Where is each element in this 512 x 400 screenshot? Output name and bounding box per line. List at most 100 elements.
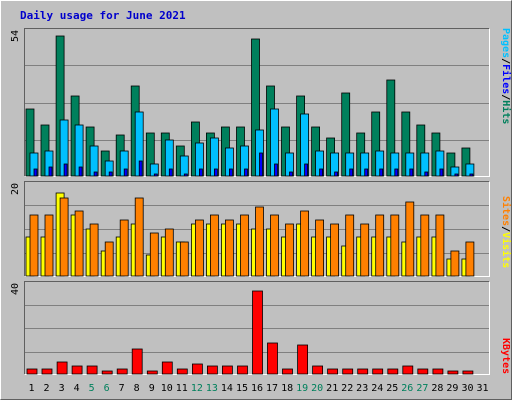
x-tick-label-day-22: 22 <box>341 383 353 394</box>
sites-bar-day-26 <box>405 201 415 277</box>
sites-bar-day-29 <box>450 250 460 277</box>
x-tick-label-day-30: 30 <box>461 383 473 394</box>
x-tick-label-day-16: 16 <box>251 383 263 394</box>
pages-bar-day-9 <box>153 173 158 177</box>
top-plot-border-dark <box>24 28 490 177</box>
x-tick-label-day-19: 19 <box>296 383 308 394</box>
kbytes-bar-day-13 <box>206 365 218 375</box>
pages-bar-day-28 <box>439 168 444 177</box>
kbytes-bar-day-21 <box>327 368 339 375</box>
sites-bar-day-6 <box>104 241 114 277</box>
legend-visits: Visits <box>500 232 512 268</box>
kbytes-bar-day-5 <box>86 365 98 375</box>
x-tick-label-day-27: 27 <box>416 383 428 394</box>
pages-bar-day-13 <box>213 168 218 177</box>
kbytes-bar-day-17 <box>267 342 278 375</box>
pages-bar-day-6 <box>108 171 113 177</box>
x-tick-label-day-8: 8 <box>134 383 140 394</box>
kbytes-bar-day-8 <box>131 348 143 375</box>
legend-kbytes: KBytes <box>500 338 511 374</box>
x-tick-label-day-9: 9 <box>149 383 155 394</box>
middle-panel-legend: Sites/Visits <box>500 196 512 268</box>
legend-sep-1: / <box>500 58 511 64</box>
x-tick-label-day-17: 17 <box>266 383 278 394</box>
sites-bar-day-18 <box>285 223 294 277</box>
pages-bar-day-29 <box>454 173 459 177</box>
pages-bar-day-3 <box>63 163 68 177</box>
x-tick-label-day-28: 28 <box>431 383 443 394</box>
kbytes-bar-day-4 <box>71 365 83 375</box>
kbytes-bar-day-20 <box>312 365 324 375</box>
legend-sites: Sites <box>500 196 512 226</box>
x-tick-label-day-6: 6 <box>104 383 110 394</box>
bottom-plot-border-dark <box>24 281 490 375</box>
x-tick-label-day-4: 4 <box>74 383 80 394</box>
pages-bar-day-24 <box>379 168 384 177</box>
kbytes-bar-day-7 <box>116 368 128 375</box>
pages-bar-day-23 <box>364 168 369 177</box>
kbytes-bar-day-18 <box>282 368 293 375</box>
pages-bar-day-12 <box>198 168 203 177</box>
kbytes-bar-day-27 <box>417 368 429 375</box>
sites-bar-day-10 <box>164 228 174 277</box>
kbytes-bar-day-10 <box>161 361 173 375</box>
x-tick-label-day-31: 31 <box>476 383 488 394</box>
x-tick-label-day-23: 23 <box>356 383 368 394</box>
x-tick-label-day-13: 13 <box>206 383 218 394</box>
x-tick-label-day-10: 10 <box>161 383 173 394</box>
x-tick-label-day-21: 21 <box>326 383 338 394</box>
sites-bar-day-1 <box>29 214 39 277</box>
pages-bar-day-5 <box>93 171 98 177</box>
kbytes-bar-day-9 <box>146 370 158 375</box>
top-plot-border-light <box>24 28 490 177</box>
kbytes-bar-day-26 <box>402 365 414 375</box>
pages-bar-day-16 <box>259 152 263 177</box>
pages-bar-day-27 <box>424 171 429 177</box>
bottom-ytick-label: 40 <box>10 283 21 295</box>
pages-bar-day-10 <box>168 168 173 177</box>
sites-bar-day-30 <box>465 241 475 277</box>
kbytes-bar-day-11 <box>176 368 188 375</box>
x-tick-label-day-7: 7 <box>119 383 125 394</box>
pages-bar-day-15 <box>244 168 248 177</box>
legend-files: Files <box>500 64 512 94</box>
pages-bar-day-26 <box>409 168 414 177</box>
sites-bar-day-11 <box>179 241 189 277</box>
x-tick-label-day-14: 14 <box>221 383 233 394</box>
x-tick-label-day-24: 24 <box>371 383 383 394</box>
pages-bar-day-20 <box>319 168 324 177</box>
sites-bar-day-14 <box>224 219 234 277</box>
x-tick-label-day-26: 26 <box>401 383 413 394</box>
pages-bar-day-30 <box>469 173 474 177</box>
pages-bar-day-19 <box>304 163 309 177</box>
kbytes-bar-day-14 <box>221 365 233 375</box>
x-tick-label-day-11: 11 <box>176 383 188 394</box>
svg-text:Pages/Files/Hits: Pages/Files/Hits <box>500 28 512 124</box>
pages-bar-day-1 <box>33 168 38 177</box>
sites-bar-day-20 <box>315 219 325 277</box>
sites-bar-day-9 <box>149 232 159 277</box>
kbytes-bar-day-23 <box>357 368 369 375</box>
legend-sep-3: / <box>500 226 511 232</box>
pages-bar-day-25 <box>394 168 399 177</box>
x-tick-label-day-5: 5 <box>89 383 95 394</box>
legend-hits: Hits <box>500 100 512 124</box>
kbytes-bar-day-3 <box>56 361 68 375</box>
sites-bar-day-27 <box>420 214 430 277</box>
x-tick-label-day-3: 3 <box>59 383 65 394</box>
legend-sep-2: / <box>500 94 511 100</box>
x-tick-label-day-29: 29 <box>446 383 458 394</box>
chart-title: Daily usage for June 2021 <box>20 9 186 22</box>
pages-bar-day-18 <box>289 171 293 177</box>
pages-bar-day-22 <box>349 168 354 177</box>
sites-bar-day-25 <box>390 214 400 277</box>
sites-bar-day-15 <box>240 214 249 277</box>
sites-bar-day-21 <box>330 223 340 277</box>
kbytes-bar-day-19 <box>297 344 309 375</box>
x-tick-label-day-12: 12 <box>191 383 203 394</box>
pages-bar-day-11 <box>183 173 188 177</box>
middle-plot-border-dark <box>24 181 490 277</box>
x-axis-tick-labels: 1 2 3 4 5 6 7 8 9 10 11 12 13 14 15 16 17 18 19 20 21 22 23 24 2… <box>28 383 488 394</box>
middle-panel: 20 <box>10 181 490 277</box>
